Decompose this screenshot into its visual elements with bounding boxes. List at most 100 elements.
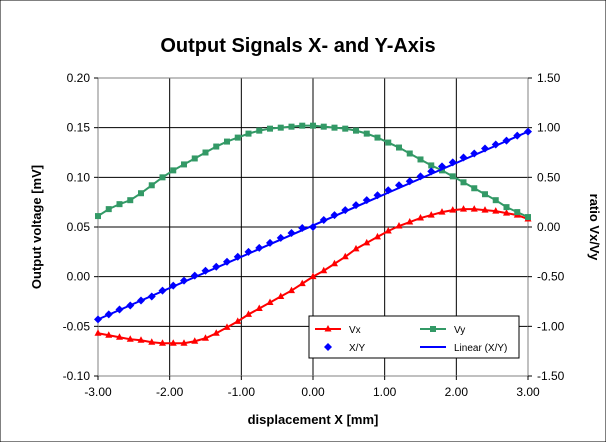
data-point-vy xyxy=(363,130,370,137)
data-point-vy xyxy=(213,143,220,150)
data-point-vy xyxy=(310,122,316,129)
y2-tick-label: -1.50 xyxy=(537,369,565,383)
data-point-vx xyxy=(503,209,510,216)
y-tick-label: 0.05 xyxy=(67,220,91,234)
data-point-vx xyxy=(427,211,435,218)
data-point-vy xyxy=(159,174,166,181)
x-tick-label: -1.00 xyxy=(228,385,256,399)
y2-tick-label: 1.50 xyxy=(537,71,561,85)
legend-swatch-marker xyxy=(324,343,332,351)
data-point-vy xyxy=(374,134,381,141)
series-layer xyxy=(94,122,532,346)
data-point-vx xyxy=(384,226,392,234)
data-point-vy xyxy=(267,125,273,132)
data-point-vx xyxy=(191,337,199,344)
legend-label: Linear (X/Y) xyxy=(454,343,507,354)
data-point-vx xyxy=(341,252,349,260)
data-point-vx xyxy=(126,335,134,342)
series-line-linear-xy xyxy=(97,130,529,321)
data-point-vy xyxy=(105,206,112,213)
series-linear-xy xyxy=(97,130,529,321)
y2-tick-label: -1.00 xyxy=(537,319,565,333)
data-point-vy xyxy=(202,149,209,156)
data-point-vy xyxy=(417,156,424,163)
data-point-vx xyxy=(470,205,478,212)
data-point-vx xyxy=(159,339,166,346)
data-point-vx xyxy=(255,304,263,311)
data-point-vy xyxy=(127,197,134,204)
data-point-vy xyxy=(256,127,263,134)
data-point-vx xyxy=(288,286,295,294)
x-tick-label: 2.00 xyxy=(445,385,469,399)
y-tick-label: -0.05 xyxy=(63,319,91,333)
data-point-vy xyxy=(428,162,435,169)
data-point-vx xyxy=(492,207,500,214)
legend-swatch-marker xyxy=(324,325,332,332)
data-point-vx xyxy=(180,339,188,346)
x-axis-title: displacement X [mm] xyxy=(248,412,379,427)
x-tick-label: 0.00 xyxy=(301,385,325,399)
y2-tick-label: -0.50 xyxy=(537,270,565,284)
data-point-vy xyxy=(148,182,155,189)
data-point-vx xyxy=(363,238,371,246)
data-point-vx xyxy=(266,298,274,305)
y-tick-label: 0.10 xyxy=(67,170,91,184)
data-point-vy xyxy=(299,122,306,129)
chart-title: Output Signals X- and Y-Axis xyxy=(160,35,435,57)
data-point-vy xyxy=(406,150,413,157)
data-point-vy xyxy=(460,179,467,186)
data-point-vy xyxy=(95,213,101,220)
legend-label: Vy xyxy=(454,325,465,336)
y2-tick-label: 1.00 xyxy=(537,121,561,135)
data-point-vx xyxy=(374,232,381,240)
data-point-vx xyxy=(406,218,414,225)
legend-item-linear-xy: Linear (X/Y) xyxy=(420,343,507,354)
legend-label: X/Y xyxy=(349,343,365,354)
data-point-vx xyxy=(94,329,102,336)
data-point-vy xyxy=(503,204,510,211)
data-point-vx xyxy=(331,259,338,267)
tick-layer: -0.10 -0.05 0.00 0.05 0.10 0.15 0.20 -3.00 -2.00… xyxy=(63,71,565,399)
data-point-vy xyxy=(353,127,359,134)
data-point-vx xyxy=(212,329,220,336)
y-tick-label: -0.10 xyxy=(63,369,91,383)
y2-axis-title: ratio Vx/Vy xyxy=(587,194,602,261)
data-point-vy xyxy=(471,185,478,192)
legend-item-vy: Vy xyxy=(420,325,465,336)
data-point-vy xyxy=(525,214,531,221)
data-point-vx xyxy=(449,206,457,213)
data-point-vx xyxy=(395,222,403,229)
y-axis-title: Output voltage [mV] xyxy=(29,165,44,289)
data-point-vy xyxy=(170,167,177,174)
y-tick-label: 0.20 xyxy=(67,71,91,85)
data-point-vy xyxy=(191,155,198,162)
data-point-vx xyxy=(352,244,360,252)
x-tick-label: -2.00 xyxy=(156,385,184,399)
data-point-vy xyxy=(385,139,392,146)
y2-tick-label: 0.50 xyxy=(537,170,561,184)
data-point-vx xyxy=(320,266,328,274)
data-point-vy xyxy=(320,123,327,130)
data-point-vx xyxy=(116,333,123,340)
data-point-vx xyxy=(481,206,489,213)
data-point-vx xyxy=(202,334,209,341)
x-tick-label: -3.00 xyxy=(84,385,112,399)
data-point-vy xyxy=(288,123,295,130)
data-point-vy xyxy=(245,130,252,137)
data-point-vy xyxy=(396,144,402,151)
y2-tick-label: 0.00 xyxy=(537,220,561,234)
legend-item-vx: Vx xyxy=(315,325,361,336)
data-point-vy xyxy=(138,190,144,197)
legend: Vx Vy X/Y Linear (X/Y) xyxy=(308,315,520,359)
y-tick-label: 0.15 xyxy=(67,121,91,135)
series-vy xyxy=(95,122,531,221)
legend-swatch-marker xyxy=(430,326,436,332)
data-point-vx xyxy=(417,214,424,221)
data-point-vx xyxy=(105,331,113,338)
data-point-vx xyxy=(223,323,231,330)
data-point-vy xyxy=(492,197,499,204)
data-point-vy xyxy=(449,173,456,180)
